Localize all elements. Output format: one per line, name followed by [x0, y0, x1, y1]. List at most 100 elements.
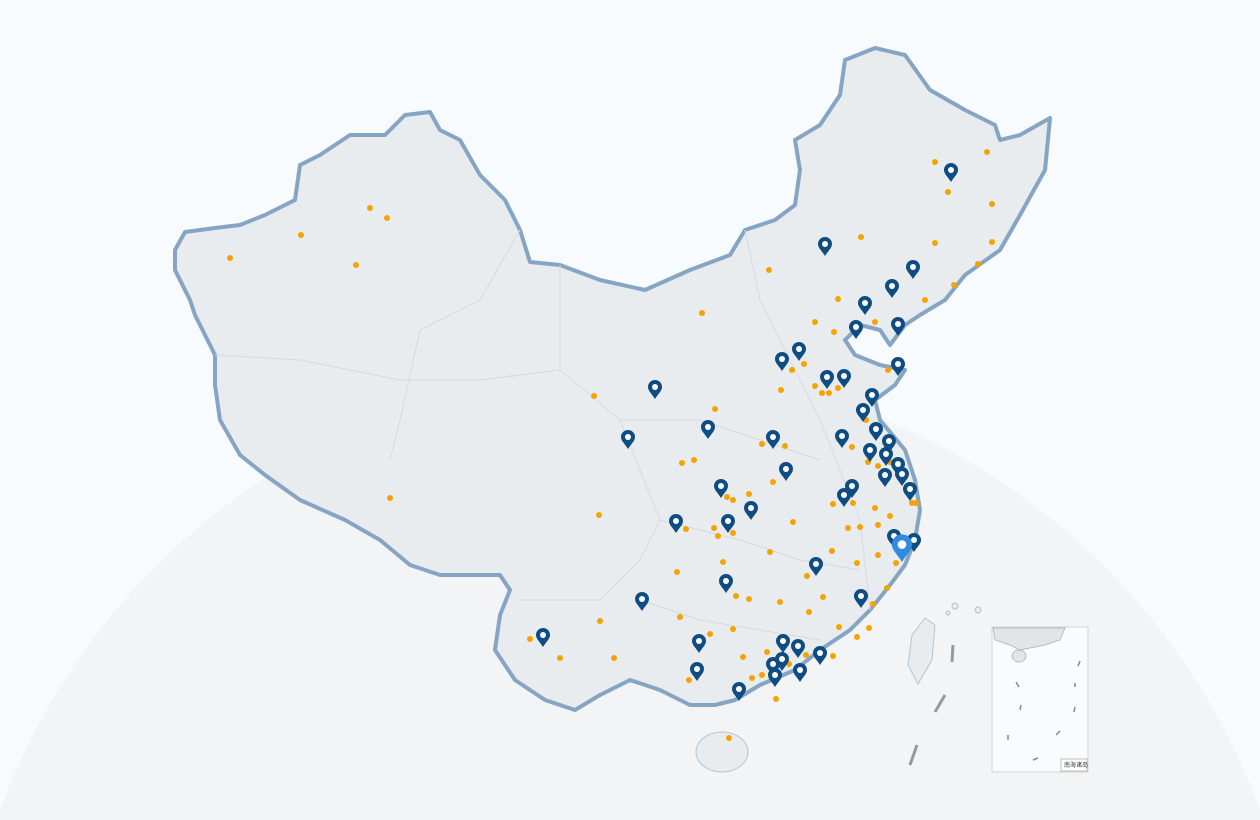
city-dot-icon[interactable]: [227, 255, 233, 261]
map-pin-icon[interactable]: [792, 342, 806, 361]
south-china-sea-inset[interactable]: 南海诸岛: [991, 626, 1089, 773]
city-dot-icon[interactable]: [782, 443, 788, 449]
city-dot-icon[interactable]: [835, 296, 841, 302]
city-dot-icon[interactable]: [591, 393, 597, 399]
city-dot-icon[interactable]: [778, 387, 784, 393]
map-pin-icon[interactable]: [621, 430, 635, 449]
city-dot-icon[interactable]: [826, 390, 832, 396]
city-dot-icon[interactable]: [746, 596, 752, 602]
city-dot-icon[interactable]: [830, 653, 836, 659]
map-pin-icon[interactable]: [906, 260, 920, 279]
china-mainland[interactable]: [173, 46, 1052, 712]
map-pin-icon[interactable]: [944, 163, 958, 182]
map-pin-icon[interactable]: [837, 488, 851, 507]
city-dot-icon[interactable]: [715, 533, 721, 539]
map-pin-icon[interactable]: [813, 646, 827, 665]
city-dot-icon[interactable]: [764, 649, 770, 655]
map-pin-icon[interactable]: [907, 533, 921, 552]
city-dot-icon[interactable]: [975, 261, 981, 267]
city-dot-icon[interactable]: [801, 361, 807, 367]
map-pin-icon[interactable]: [536, 628, 550, 647]
map-pin-selected-icon[interactable]: [891, 534, 913, 562]
map-pin-icon[interactable]: [869, 422, 883, 441]
city-dot-icon[interactable]: [746, 491, 752, 497]
city-dot-icon[interactable]: [691, 457, 697, 463]
city-dot-icon[interactable]: [872, 505, 878, 511]
city-dot-icon[interactable]: [353, 262, 359, 268]
city-dot-icon[interactable]: [845, 525, 851, 531]
map-pin-icon[interactable]: [768, 668, 782, 687]
city-dot-icon[interactable]: [674, 569, 680, 575]
map-pin-icon[interactable]: [882, 434, 896, 453]
city-dot-icon[interactable]: [749, 675, 755, 681]
city-dot-icon[interactable]: [858, 234, 864, 240]
city-dot-icon[interactable]: [932, 240, 938, 246]
city-dot-icon[interactable]: [806, 609, 812, 615]
map-pin-icon[interactable]: [820, 370, 834, 389]
map-pin-icon[interactable]: [837, 369, 851, 388]
city-dot-icon[interactable]: [875, 463, 881, 469]
city-dot-icon[interactable]: [829, 548, 835, 554]
city-dot-icon[interactable]: [712, 406, 718, 412]
city-dot-icon[interactable]: [557, 655, 563, 661]
city-dot-icon[interactable]: [875, 552, 881, 558]
city-dot-icon[interactable]: [759, 441, 765, 447]
city-dot-icon[interactable]: [367, 205, 373, 211]
map-pin-icon[interactable]: [863, 443, 877, 462]
city-dot-icon[interactable]: [804, 573, 810, 579]
map-pin-icon[interactable]: [891, 457, 905, 476]
city-dot-icon[interactable]: [830, 501, 836, 507]
city-dot-icon[interactable]: [683, 526, 689, 532]
city-dot-icon[interactable]: [759, 672, 765, 678]
city-dot-icon[interactable]: [677, 614, 683, 620]
city-dot-icon[interactable]: [893, 560, 899, 566]
map-pin-icon[interactable]: [818, 237, 832, 256]
map-pin-icon[interactable]: [776, 634, 790, 653]
city-dot-icon[interactable]: [866, 625, 872, 631]
city-dot-icon[interactable]: [951, 282, 957, 288]
city-dot-icon[interactable]: [831, 329, 837, 335]
city-dot-icon[interactable]: [932, 159, 938, 165]
map-pin-icon[interactable]: [891, 357, 905, 376]
map-pin-icon[interactable]: [648, 380, 662, 399]
city-dot-icon[interactable]: [849, 444, 855, 450]
map-pin-icon[interactable]: [809, 557, 823, 576]
city-dot-icon[interactable]: [720, 559, 726, 565]
map-pin-icon[interactable]: [775, 652, 789, 671]
city-dot-icon[interactable]: [597, 618, 603, 624]
city-dot-icon[interactable]: [679, 460, 685, 466]
city-dot-icon[interactable]: [870, 601, 876, 607]
city-dot-icon[interactable]: [707, 631, 713, 637]
city-dot-icon[interactable]: [730, 497, 736, 503]
city-dot-icon[interactable]: [812, 319, 818, 325]
map-pin-icon[interactable]: [714, 479, 728, 498]
map-pin-icon[interactable]: [835, 429, 849, 448]
city-dot-icon[interactable]: [711, 525, 717, 531]
city-dot-icon[interactable]: [922, 297, 928, 303]
map-pin-icon[interactable]: [732, 682, 746, 701]
city-dot-icon[interactable]: [836, 624, 842, 630]
city-dot-icon[interactable]: [724, 494, 730, 500]
city-dot-icon[interactable]: [773, 696, 779, 702]
map-pin-icon[interactable]: [885, 279, 899, 298]
city-dot-icon[interactable]: [767, 549, 773, 555]
map-pin-icon[interactable]: [895, 467, 909, 486]
map-pin-icon[interactable]: [845, 479, 859, 498]
map-pin-icon[interactable]: [858, 296, 872, 315]
map-pin-icon[interactable]: [856, 403, 870, 422]
city-dot-icon[interactable]: [854, 560, 860, 566]
map-pin-icon[interactable]: [775, 352, 789, 371]
map-pin-icon[interactable]: [635, 592, 649, 611]
city-dot-icon[interactable]: [733, 593, 739, 599]
map-pin-icon[interactable]: [721, 514, 735, 533]
city-dot-icon[interactable]: [887, 513, 893, 519]
city-dot-icon[interactable]: [686, 677, 692, 683]
city-dot-icon[interactable]: [766, 267, 772, 273]
city-dot-icon[interactable]: [777, 599, 783, 605]
city-dot-icon[interactable]: [726, 735, 732, 741]
city-dot-icon[interactable]: [812, 383, 818, 389]
map-pin-icon[interactable]: [692, 634, 706, 653]
city-dot-icon[interactable]: [885, 367, 891, 373]
city-dot-icon[interactable]: [790, 519, 796, 525]
